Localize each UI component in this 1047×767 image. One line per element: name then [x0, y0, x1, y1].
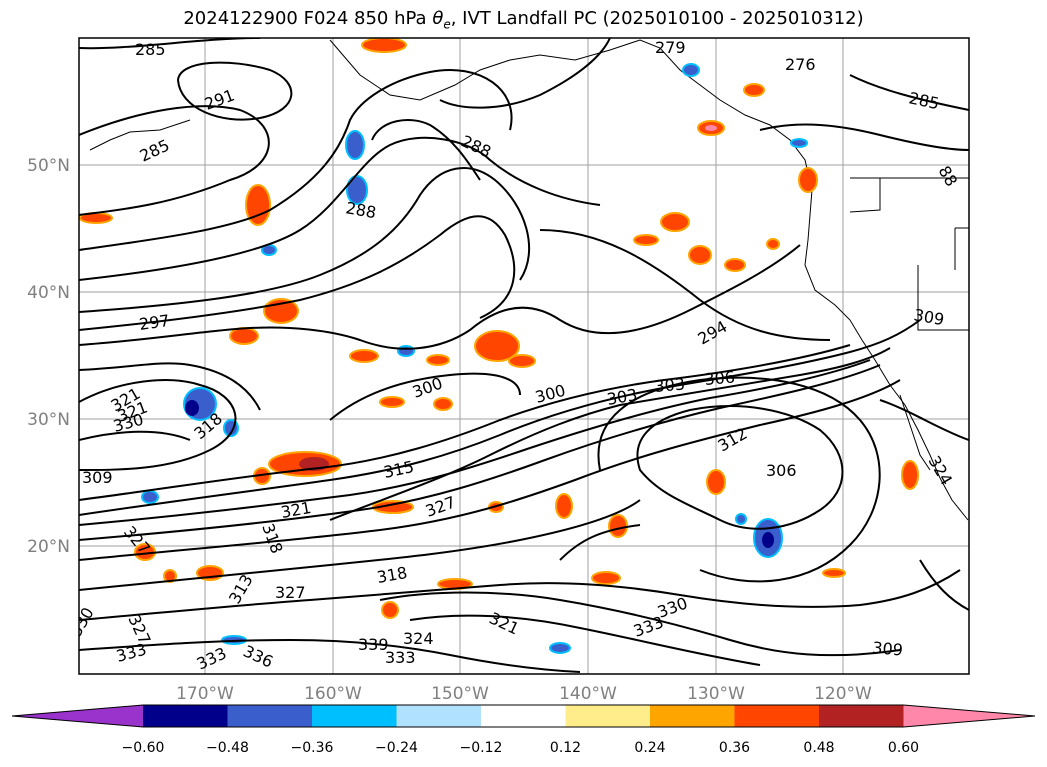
colorbar-extend-right: [903, 705, 1035, 727]
lat-label: 40°N: [27, 283, 70, 303]
colorbar-segment: [227, 705, 312, 727]
colorbar-extend-left: [12, 705, 143, 727]
colorbar-tick: 0.60: [888, 740, 919, 756]
contour-label: 297: [138, 311, 171, 334]
colorbar-segment: [819, 705, 904, 727]
lon-label: 140°W: [559, 684, 617, 704]
lat-label: 50°N: [27, 156, 70, 176]
contour-label: 339: [358, 635, 389, 654]
colorbar-outline: [11, 704, 1036, 728]
colorbar-tick: −0.48: [206, 740, 249, 756]
map-frame: [78, 37, 970, 675]
theta-e-contours: [79, 38, 969, 673]
colorbar-segment: [481, 705, 566, 727]
contour-label: 285: [135, 40, 166, 59]
colorbar-tick: −0.24: [375, 740, 418, 756]
contour-label: 276: [785, 55, 816, 74]
contour-label: 309: [82, 468, 113, 487]
contour-label: 327: [275, 583, 306, 602]
gridlines: [79, 38, 969, 674]
lon-label: 170°W: [176, 684, 234, 704]
colorbar-tick: 0.48: [803, 740, 834, 756]
contour-label: 279: [655, 38, 686, 57]
colorbar-segment: [650, 705, 735, 727]
contour-label: 309: [872, 638, 904, 660]
colorbar-tick: 0.12: [550, 740, 581, 756]
colorbar-tick: −0.12: [460, 740, 503, 756]
colorbar-segment: [565, 705, 650, 727]
colorbar-tick: −0.60: [122, 740, 165, 756]
colorbar-tick: −0.36: [291, 740, 334, 756]
latitude-labels: 50°N 40°N 30°N 20°N: [27, 156, 70, 557]
lon-label: 160°W: [304, 684, 362, 704]
contour-label: 324: [403, 629, 434, 648]
colorbar: −0.60 −0.48 −0.36 −0.24 −0.12 0.12 0.24 …: [11, 704, 1036, 756]
contour-label: 306: [704, 367, 736, 389]
colorbar-segment: [734, 705, 819, 727]
colorbar-segment: [312, 705, 397, 727]
colorbar-segment: [143, 705, 228, 727]
contour-label: 303: [654, 374, 686, 396]
colorbar-segment: [396, 705, 481, 727]
lat-label: 20°N: [27, 537, 70, 557]
map-title: 2024122900 F024 850 hPa θe, IVT Landfall…: [183, 8, 864, 32]
contour-label: 306: [766, 461, 797, 480]
longitude-labels: 170°W 160°W 150°W 140°W 130°W 120°W: [176, 684, 872, 704]
lat-label: 30°N: [27, 410, 70, 430]
colorbar-tick: 0.24: [634, 740, 665, 756]
colorbar-tick: 0.36: [719, 740, 750, 756]
lon-label: 150°W: [431, 684, 489, 704]
lon-label: 130°W: [687, 684, 745, 704]
lon-label: 120°W: [814, 684, 872, 704]
contour-label: 333: [385, 648, 416, 667]
